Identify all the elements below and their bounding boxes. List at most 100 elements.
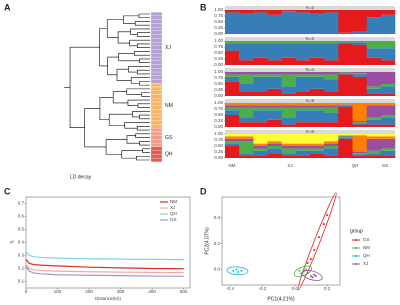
- leaf-label-box: [150, 68, 163, 73]
- ancestry-segment: [225, 12, 240, 34]
- x-tick-label: 200: [85, 289, 93, 294]
- dendrogram-branch: [138, 13, 150, 19]
- ancestry-segment: [239, 91, 254, 96]
- ancestry-segment: [352, 135, 367, 152]
- pca-point: [309, 258, 312, 261]
- pca-point: [314, 274, 317, 277]
- x-tick-label: 500: [180, 289, 188, 294]
- leaf-label-box: [150, 12, 163, 16]
- ancestry-segment: [338, 138, 353, 158]
- ancestry-segment: [253, 41, 268, 44]
- dendrogram-branch: [132, 111, 150, 118]
- dendrogram-branch: [136, 69, 150, 75]
- ancestry-segment: [324, 43, 339, 61]
- y-tick-label: 0.50: [214, 19, 223, 24]
- ancestry-segment: [366, 119, 382, 125]
- ancestry-segment: [310, 153, 325, 158]
- dendrogram-branch: [130, 77, 150, 84]
- ancestry-segment: [225, 141, 240, 144]
- dendrogram-branch: [136, 126, 150, 131]
- legend-dot: [355, 263, 357, 265]
- leaf-label-box: [150, 113, 163, 117]
- x-group-label: GS: [382, 163, 389, 168]
- ancestry-segment: [380, 115, 396, 118]
- panel-label: A: [4, 2, 11, 12]
- ancestry-segment: [239, 138, 254, 142]
- y-tick-label: 0.25: [214, 149, 223, 154]
- dendrogram-branch: [127, 99, 150, 107]
- y-tick-label: 0.50: [214, 112, 223, 117]
- ancestry-segment: [380, 93, 396, 96]
- ancestry-segment: [352, 124, 367, 127]
- ancestry-segment: [352, 153, 367, 155]
- ancestry-segment: [295, 76, 311, 92]
- ancestry-segment: [295, 150, 311, 156]
- ancestry-segment: [281, 86, 297, 94]
- group-ellipse: [301, 269, 323, 281]
- k-label: K=3: [306, 36, 315, 41]
- dendrogram-branch: [139, 140, 150, 146]
- ancestry-segment: [239, 117, 254, 123]
- ancestry-segment: [253, 72, 268, 75]
- ancestry-segment: [239, 134, 254, 137]
- x-tick-label: 0: [25, 289, 28, 294]
- ancestry-segment: [380, 60, 396, 65]
- ancestry-segment: [352, 31, 367, 34]
- ancestry-segment: [324, 72, 339, 75]
- y-tick-label: 1.00: [214, 69, 223, 74]
- y-tick-label: 0.5: [18, 227, 25, 232]
- ancestry-segment: [253, 155, 268, 158]
- x-axis-title: PC1(4.21%): [267, 296, 295, 302]
- ancestry-segment: [253, 103, 268, 106]
- legend-label: QH: [363, 253, 370, 258]
- leaf-label-box: [150, 116, 163, 121]
- leaf-label-box: [150, 101, 163, 106]
- ancestry-segment: [253, 143, 268, 146]
- ancestry-segment: [338, 42, 353, 44]
- legend-label: NM: [170, 199, 177, 204]
- ancestry-segment: [338, 137, 353, 139]
- ancestry-segment: [281, 134, 297, 144]
- ancestry-segment: [253, 150, 268, 156]
- y-tick-label: 0.6: [18, 214, 25, 219]
- dendrogram-branch: [108, 113, 133, 126]
- ancestry-segment: [380, 155, 396, 158]
- ancestry-segment: [366, 57, 382, 65]
- dendrogram-branch: [99, 96, 114, 121]
- dendrogram-branch: [126, 135, 140, 144]
- ancestry-segment: [352, 10, 367, 32]
- ancestry-segment: [281, 74, 297, 87]
- ld-line: [25, 251, 184, 261]
- ancestry-segment: [253, 74, 268, 77]
- dendrogram-branch: [141, 92, 150, 97]
- ancestry-segment: [267, 60, 282, 65]
- y-tick-label: 1.00: [214, 131, 223, 136]
- y-tick-label: 0.50: [214, 81, 223, 86]
- y-tick-label: 0.3: [18, 253, 25, 258]
- panel-label: C: [4, 186, 11, 196]
- ancestry-segment: [380, 148, 396, 151]
- plot-frame: [221, 196, 341, 286]
- pca-point: [306, 262, 309, 264]
- group-label: QH: [165, 152, 173, 158]
- ancestry-segment: [324, 91, 339, 96]
- ancestry-segment: [239, 153, 254, 156]
- ancestry-segment: [352, 154, 367, 156]
- ancestry-segment: [239, 155, 254, 158]
- pca-point: [326, 214, 329, 217]
- ancestry-segment: [295, 107, 311, 111]
- ancestry-segment: [310, 146, 325, 149]
- ancestry-segment: [310, 43, 325, 58]
- dendrogram-branch: [128, 66, 150, 73]
- y-axis-title: PC2(4.07%): [204, 227, 210, 255]
- ancestry-segment: [338, 105, 353, 107]
- leaf-label-box: [150, 90, 163, 95]
- k-label: K=5: [306, 98, 315, 103]
- ancestry-segment: [338, 72, 353, 74]
- ancestry-segment: [267, 141, 282, 144]
- ld-line: [25, 259, 184, 270]
- pca-point: [322, 223, 325, 226]
- pca-point: [311, 276, 314, 279]
- y-tick-label: 0.75: [214, 44, 223, 49]
- ancestry-segment: [295, 155, 311, 158]
